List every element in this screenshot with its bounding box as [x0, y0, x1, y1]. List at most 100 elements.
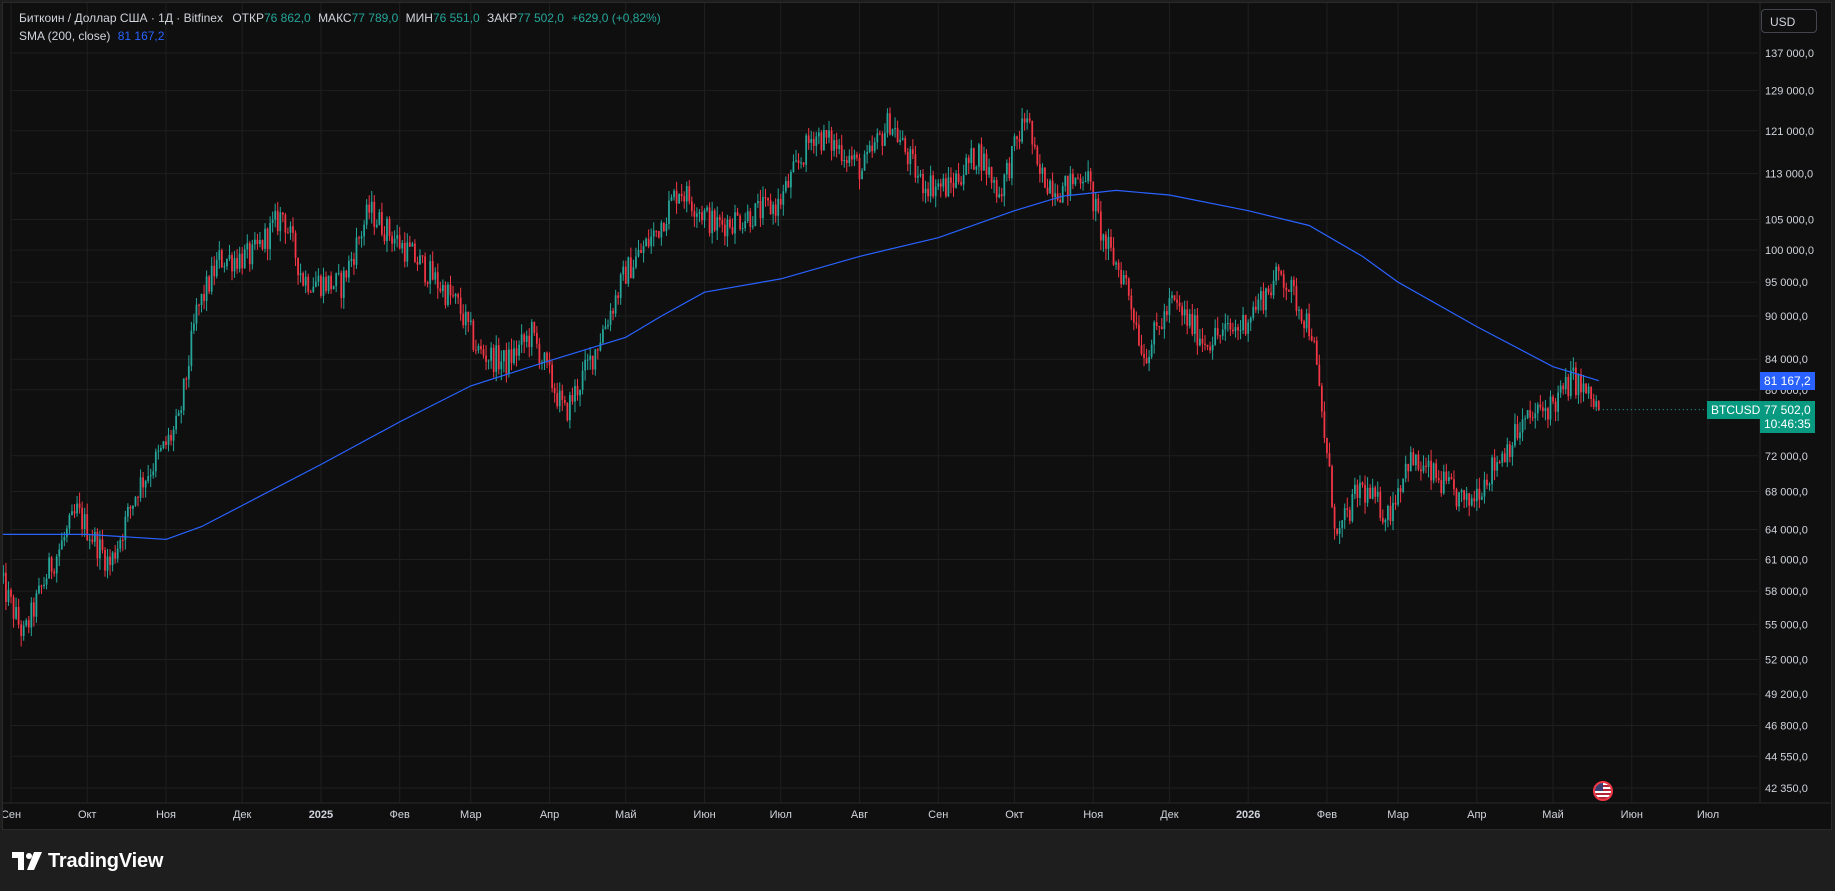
candle-body: [266, 228, 269, 250]
candle-body: [1122, 275, 1125, 285]
candle-body: [998, 194, 1001, 198]
candle-body: [579, 389, 581, 396]
candle-body: [119, 539, 122, 549]
candle-body: [1346, 508, 1349, 510]
time-tick-label: Мар: [1387, 809, 1409, 821]
candle-body: [985, 153, 988, 175]
candle-body: [901, 138, 904, 140]
candle-body: [17, 607, 20, 625]
candle-body: [1323, 411, 1326, 438]
time-tick-label: Апр: [540, 809, 559, 821]
candle-body: [1404, 463, 1407, 479]
candle-body: [284, 214, 287, 233]
candle-body: [1265, 288, 1267, 311]
candle-body: [960, 181, 963, 185]
candle-body: [93, 531, 96, 542]
candle-body: [553, 388, 556, 394]
candle-body: [729, 219, 731, 228]
candle-body: [1298, 309, 1300, 311]
candle-body: [1176, 299, 1178, 303]
time-tick-label: Окт: [1005, 809, 1024, 821]
candle-body: [660, 222, 663, 238]
candle-body: [866, 151, 869, 155]
candle-body: [1303, 321, 1305, 329]
candle-body: [650, 236, 653, 247]
candle-body: [35, 593, 38, 617]
time-tick-label: Май: [615, 809, 637, 821]
candle-body: [30, 602, 33, 628]
candle-body: [975, 166, 978, 170]
candle-body: [350, 259, 353, 261]
candle-body: [1249, 317, 1252, 323]
candle-body: [307, 276, 310, 292]
candle-body: [302, 273, 305, 286]
candle-body: [754, 203, 757, 226]
candle-body: [1305, 313, 1308, 329]
candle-body: [256, 239, 259, 245]
time-tick-label: Фев: [1317, 809, 1337, 821]
candle-body: [726, 219, 729, 237]
candle-body: [368, 204, 371, 213]
candle-body: [571, 394, 574, 402]
candle-body: [58, 549, 61, 557]
currency-button[interactable]: USD: [1761, 9, 1817, 33]
candle-body: [472, 320, 475, 350]
candle-body: [635, 256, 637, 268]
candle-body: [187, 365, 190, 380]
price-tick-label: 100 000,0: [1765, 245, 1814, 257]
candle-body: [1440, 480, 1443, 494]
sma-legend[interactable]: SMA (200, close) 81 167,2: [19, 29, 164, 43]
time-tick-label: Июл: [1697, 809, 1719, 821]
candle-body: [1084, 181, 1087, 183]
candle-body: [629, 257, 632, 279]
candle-body: [373, 201, 376, 227]
candle-body: [701, 212, 703, 221]
candle-body: [1493, 457, 1496, 471]
candle-body: [1188, 313, 1191, 326]
price-tick-label: 129 000,0: [1765, 86, 1814, 98]
candle-body: [962, 174, 965, 185]
candle-body: [1008, 162, 1011, 179]
candle-body: [1016, 136, 1018, 140]
candle-body: [1351, 493, 1354, 521]
candle-body: [1506, 444, 1509, 463]
candle-body: [713, 210, 716, 231]
candle-body: [419, 255, 421, 265]
chart-panel[interactable]: 137 000,0 129 000,0 121 000,0 113 000,0 105 …: [2, 2, 1832, 830]
candle-body: [190, 330, 193, 366]
candle-body: [101, 539, 104, 550]
candle-body: [1348, 509, 1351, 521]
candle-body: [1173, 295, 1176, 300]
tradingview-logo[interactable]: TradingView: [12, 850, 163, 872]
candle-body: [805, 135, 808, 165]
symbol-title[interactable]: Биткоин / Доллар США · 1Д · Bitfinex: [19, 11, 223, 25]
candle-body: [546, 352, 548, 361]
candle-body: [906, 151, 909, 165]
candle-body: [1127, 278, 1130, 296]
price-chart[interactable]: 137 000,0 129 000,0 121 000,0 113 000,0 105 …: [3, 3, 1832, 830]
candle-body: [1038, 164, 1041, 174]
candle-body: [584, 359, 587, 371]
candle-body: [1018, 139, 1021, 142]
candle-body: [594, 349, 597, 370]
candle-body: [1117, 262, 1120, 270]
candle-body: [152, 471, 155, 476]
us-flag-event-icon[interactable]: [1593, 781, 1614, 801]
candle-body: [114, 552, 117, 559]
candle-body: [589, 355, 592, 360]
candle-body: [241, 253, 244, 269]
candle-body: [510, 349, 513, 364]
candle-body: [741, 228, 744, 230]
candle-body: [1287, 290, 1290, 292]
candle-body: [434, 272, 437, 280]
candle-body: [1105, 234, 1107, 249]
candle-body: [370, 201, 373, 213]
candle-body: [3, 572, 5, 577]
candle-body: [1353, 484, 1356, 494]
candle-body: [779, 198, 782, 205]
candle-body: [797, 160, 800, 163]
candle-body: [475, 349, 477, 351]
candle-body: [1216, 328, 1219, 336]
candle-body: [858, 157, 861, 180]
candle-body: [210, 265, 213, 292]
